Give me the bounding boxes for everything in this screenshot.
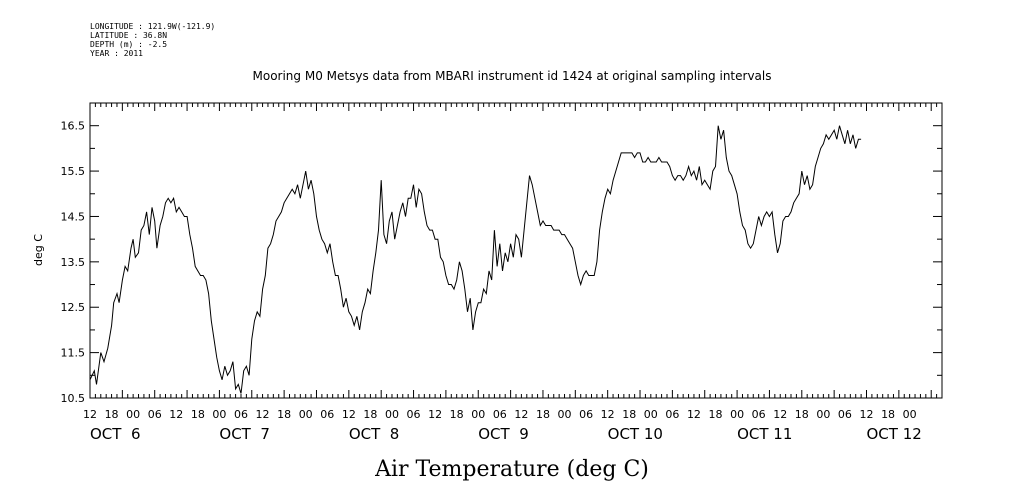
x-tick-label: 18 xyxy=(363,408,377,421)
metadata-block: LONGITUDE : 121.9W(-121.9) LATITUDE : 36… xyxy=(90,22,215,58)
x-tick-label: 00 xyxy=(730,408,744,421)
y-tick-label: 12.5 xyxy=(61,301,86,314)
x-tick-label: 18 xyxy=(881,408,895,421)
latitude-line: LATITUDE : 36.8N xyxy=(90,31,168,40)
y-tick-labels: 10.5 11.5 12.5 13.5 14.5 15.5 16.5 xyxy=(61,120,86,405)
x-tick-label: 18 xyxy=(795,408,809,421)
series-line xyxy=(89,125,862,394)
x-tick-label: 06 xyxy=(579,408,593,421)
x-tick-label: 18 xyxy=(105,408,119,421)
x-tick-label: 00 xyxy=(558,408,572,421)
year-line: YEAR : 2011 xyxy=(90,49,143,58)
date-label: OCT 7 xyxy=(219,425,270,443)
x-tick-label: 12 xyxy=(428,408,442,421)
date-label: OCT 12 xyxy=(867,425,922,443)
date-label: OCT 8 xyxy=(349,425,400,443)
depth-line: DEPTH (m) : -2.5 xyxy=(90,40,168,49)
x-tick-label: 12 xyxy=(256,408,270,421)
x-tick-label: 00 xyxy=(816,408,830,421)
x-tick-label: 18 xyxy=(622,408,636,421)
x-tick-label: 00 xyxy=(299,408,313,421)
x-tick-label: 06 xyxy=(493,408,507,421)
x-axis-label: Air Temperature (deg C) xyxy=(374,457,649,482)
x-tick-label: 00 xyxy=(471,408,485,421)
axis-ticks xyxy=(89,102,943,399)
x-tick-label: 06 xyxy=(320,408,334,421)
date-label: OCT 11 xyxy=(737,425,792,443)
date-label: OCT 9 xyxy=(478,425,529,443)
x-tick-label: 12 xyxy=(773,408,787,421)
x-tick-label: 12 xyxy=(83,408,97,421)
x-tick-label: 00 xyxy=(212,408,226,421)
x-tick-label: 06 xyxy=(838,408,852,421)
x-tick-label: 12 xyxy=(169,408,183,421)
x-tick-label: 12 xyxy=(687,408,701,421)
y-tick-label: 16.5 xyxy=(61,120,86,133)
x-tick-label: 12 xyxy=(514,408,528,421)
x-tick-label: 18 xyxy=(450,408,464,421)
x-tick-label: 06 xyxy=(234,408,248,421)
y-tick-label: 13.5 xyxy=(61,256,86,269)
x-tick-label: 00 xyxy=(903,408,917,421)
x-tick-label: 12 xyxy=(342,408,356,421)
chart-title: Mooring M0 Metsys data from MBARI instru… xyxy=(253,69,772,83)
x-tick-labels: 12 18 00 06 12 18 00 06 12 18 00 06 12 18 00 06 12 18 00 06… xyxy=(83,408,917,421)
y-tick-label: 10.5 xyxy=(61,392,86,405)
x-tick-label: 12 xyxy=(860,408,874,421)
x-tick-label: 18 xyxy=(709,408,723,421)
date-label: OCT 10 xyxy=(608,425,663,443)
y-tick-label: 14.5 xyxy=(61,210,86,223)
x-tick-label: 06 xyxy=(148,408,162,421)
x-tick-label: 06 xyxy=(407,408,421,421)
x-tick-label: 06 xyxy=(752,408,766,421)
longitude-line: LONGITUDE : 121.9W(-121.9) xyxy=(90,22,216,31)
x-tick-label: 00 xyxy=(385,408,399,421)
x-tick-label: 18 xyxy=(536,408,550,421)
y-tick-label: 11.5 xyxy=(61,347,86,360)
date-label: OCT 6 xyxy=(90,425,141,443)
x-tick-label: 18 xyxy=(277,408,291,421)
y-axis-label: deg C xyxy=(32,234,45,266)
x-tick-label: 06 xyxy=(665,408,679,421)
x-tick-label: 12 xyxy=(601,408,615,421)
plot-frame xyxy=(89,102,943,399)
x-tick-label: 18 xyxy=(191,408,205,421)
date-labels: OCT 6 OCT 7 OCT 8 OCT 9 OCT 10 OCT 11 OCT 12 xyxy=(90,425,922,443)
x-tick-label: 00 xyxy=(126,408,140,421)
x-tick-label: 00 xyxy=(644,408,658,421)
y-tick-label: 15.5 xyxy=(61,165,86,178)
